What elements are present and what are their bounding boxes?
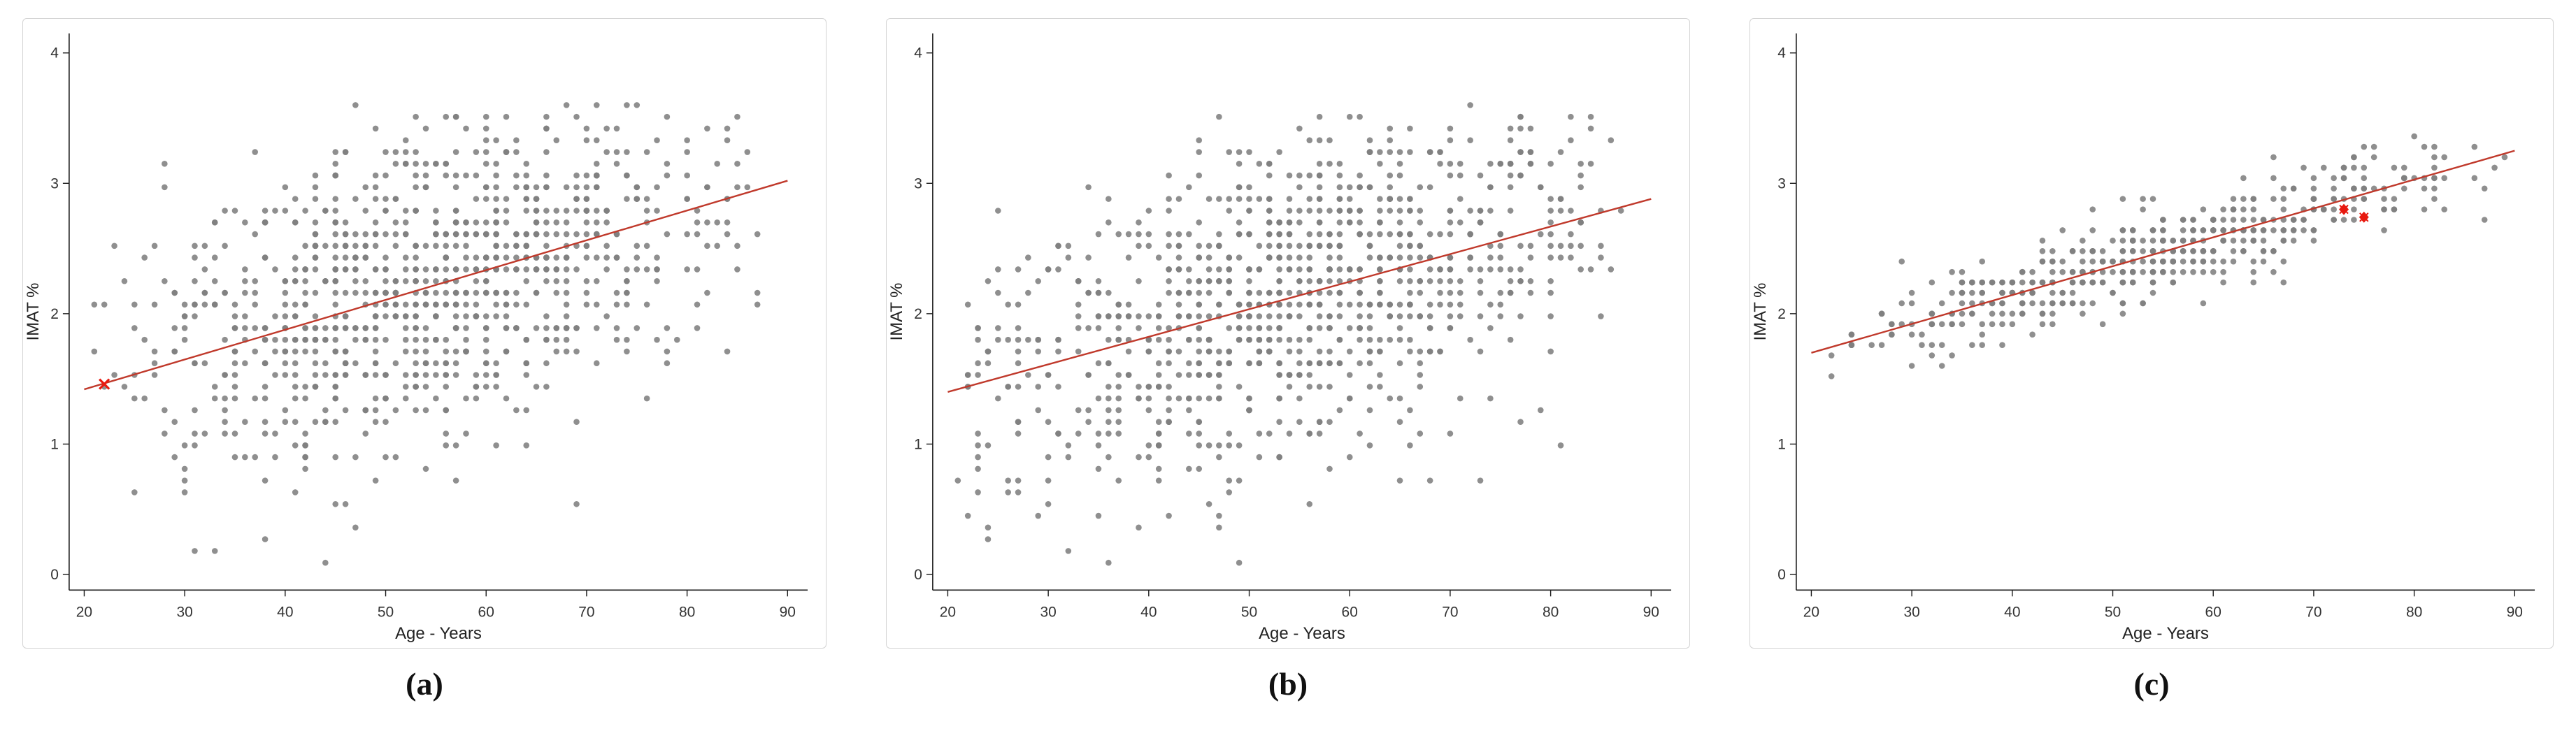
svg-text:80: 80 <box>2406 604 2422 620</box>
scatter-plot-c: 20 30 40 50 60 70 80 90 0 1 2 3 4 Age - Years IMAT % <box>1751 33 2535 643</box>
svg-text:3: 3 <box>914 175 922 191</box>
panel-c: 20 30 40 50 60 70 80 90 0 1 2 3 4 Age - Years IMAT % (… <box>1749 18 2554 702</box>
regression-line <box>84 180 788 391</box>
svg-text:0: 0 <box>914 567 922 583</box>
svg-text:1: 1 <box>1777 436 1786 452</box>
svg-text:30: 30 <box>1040 604 1056 620</box>
scatter-points <box>1828 133 2508 379</box>
plot-box-a: 20 30 40 50 60 70 80 90 0 1 2 3 4 Age - Years IMAT % <box>22 18 827 649</box>
svg-text:80: 80 <box>679 604 695 620</box>
scatter-plot-a: 20 30 40 50 60 70 80 90 0 1 2 3 4 Age - Years IMAT % <box>24 33 808 643</box>
plot-box-c: 20 30 40 50 60 70 80 90 0 1 2 3 4 Age - Years IMAT % <box>1749 18 2554 649</box>
svg-text:2: 2 <box>50 306 59 322</box>
svg-text:20: 20 <box>940 604 956 620</box>
svg-text:4: 4 <box>1777 45 1786 62</box>
scatter-points <box>954 102 1624 566</box>
panel-a: 20 30 40 50 60 70 80 90 0 1 2 3 4 Age - Years IMAT % (… <box>22 18 827 702</box>
svg-text:90: 90 <box>2507 604 2523 620</box>
svg-text:4: 4 <box>914 45 922 62</box>
svg-text:1: 1 <box>50 436 59 452</box>
svg-text:60: 60 <box>2205 604 2221 620</box>
x-axis-label: Age - Years <box>395 624 482 643</box>
y-axis-label: IMAT % <box>24 283 43 341</box>
svg-text:0: 0 <box>1777 567 1786 583</box>
svg-text:30: 30 <box>1903 604 1919 620</box>
x-axis-label: Age - Years <box>2122 624 2209 643</box>
svg-text:4: 4 <box>50 45 59 62</box>
svg-text:3: 3 <box>50 175 59 191</box>
svg-text:50: 50 <box>2105 604 2121 620</box>
regression-line <box>947 198 1652 393</box>
svg-text:80: 80 <box>1543 604 1559 620</box>
svg-text:20: 20 <box>76 604 92 620</box>
scatter-points <box>91 102 761 566</box>
svg-text:40: 40 <box>1140 604 1157 620</box>
plot-box-b: 20 30 40 50 60 70 80 90 0 1 2 3 4 Age - Years IMAT % <box>886 18 1690 649</box>
panel-caption-b: (b) <box>1268 666 1308 702</box>
svg-text:2: 2 <box>1777 306 1786 322</box>
svg-text:40: 40 <box>277 604 293 620</box>
svg-text:70: 70 <box>2305 604 2321 620</box>
axes: 20 30 40 50 60 70 80 90 0 1 2 3 4 <box>50 33 808 620</box>
scatter-plot-b: 20 30 40 50 60 70 80 90 0 1 2 3 4 Age - Years IMAT % <box>887 33 1672 643</box>
svg-text:1: 1 <box>914 436 922 452</box>
svg-text:70: 70 <box>1442 604 1458 620</box>
svg-text:2: 2 <box>914 306 922 322</box>
svg-text:60: 60 <box>478 604 494 620</box>
svg-text:50: 50 <box>1241 604 1257 620</box>
svg-text:20: 20 <box>1803 604 1819 620</box>
axes: 20 30 40 50 60 70 80 90 0 1 2 3 4 <box>1777 33 2535 620</box>
three-panel-scatter-figure: 20 30 40 50 60 70 80 90 0 1 2 3 4 Age - Years IMAT % (… <box>22 18 2554 702</box>
svg-text:90: 90 <box>1643 604 1659 620</box>
axes: 20 30 40 50 60 70 80 90 0 1 2 3 4 <box>914 33 1672 620</box>
panel-caption-c: (c) <box>2133 666 2170 702</box>
y-axis-label: IMAT % <box>1751 283 1770 341</box>
svg-text:50: 50 <box>378 604 394 620</box>
svg-text:90: 90 <box>780 604 796 620</box>
svg-text:0: 0 <box>50 567 59 583</box>
highlight-markers <box>99 378 110 390</box>
panel-b: 20 30 40 50 60 70 80 90 0 1 2 3 4 Age - Years IMAT % (… <box>886 18 1690 702</box>
x-axis-label: Age - Years <box>1259 624 1345 643</box>
svg-text:70: 70 <box>578 604 594 620</box>
regression-line <box>1811 150 2515 354</box>
svg-text:60: 60 <box>1342 604 1358 620</box>
svg-text:3: 3 <box>1777 175 1786 191</box>
svg-text:30: 30 <box>176 604 192 620</box>
svg-text:40: 40 <box>2004 604 2020 620</box>
panel-caption-a: (a) <box>406 666 443 702</box>
highlight-markers <box>2339 203 2369 223</box>
y-axis-label: IMAT % <box>887 283 906 341</box>
